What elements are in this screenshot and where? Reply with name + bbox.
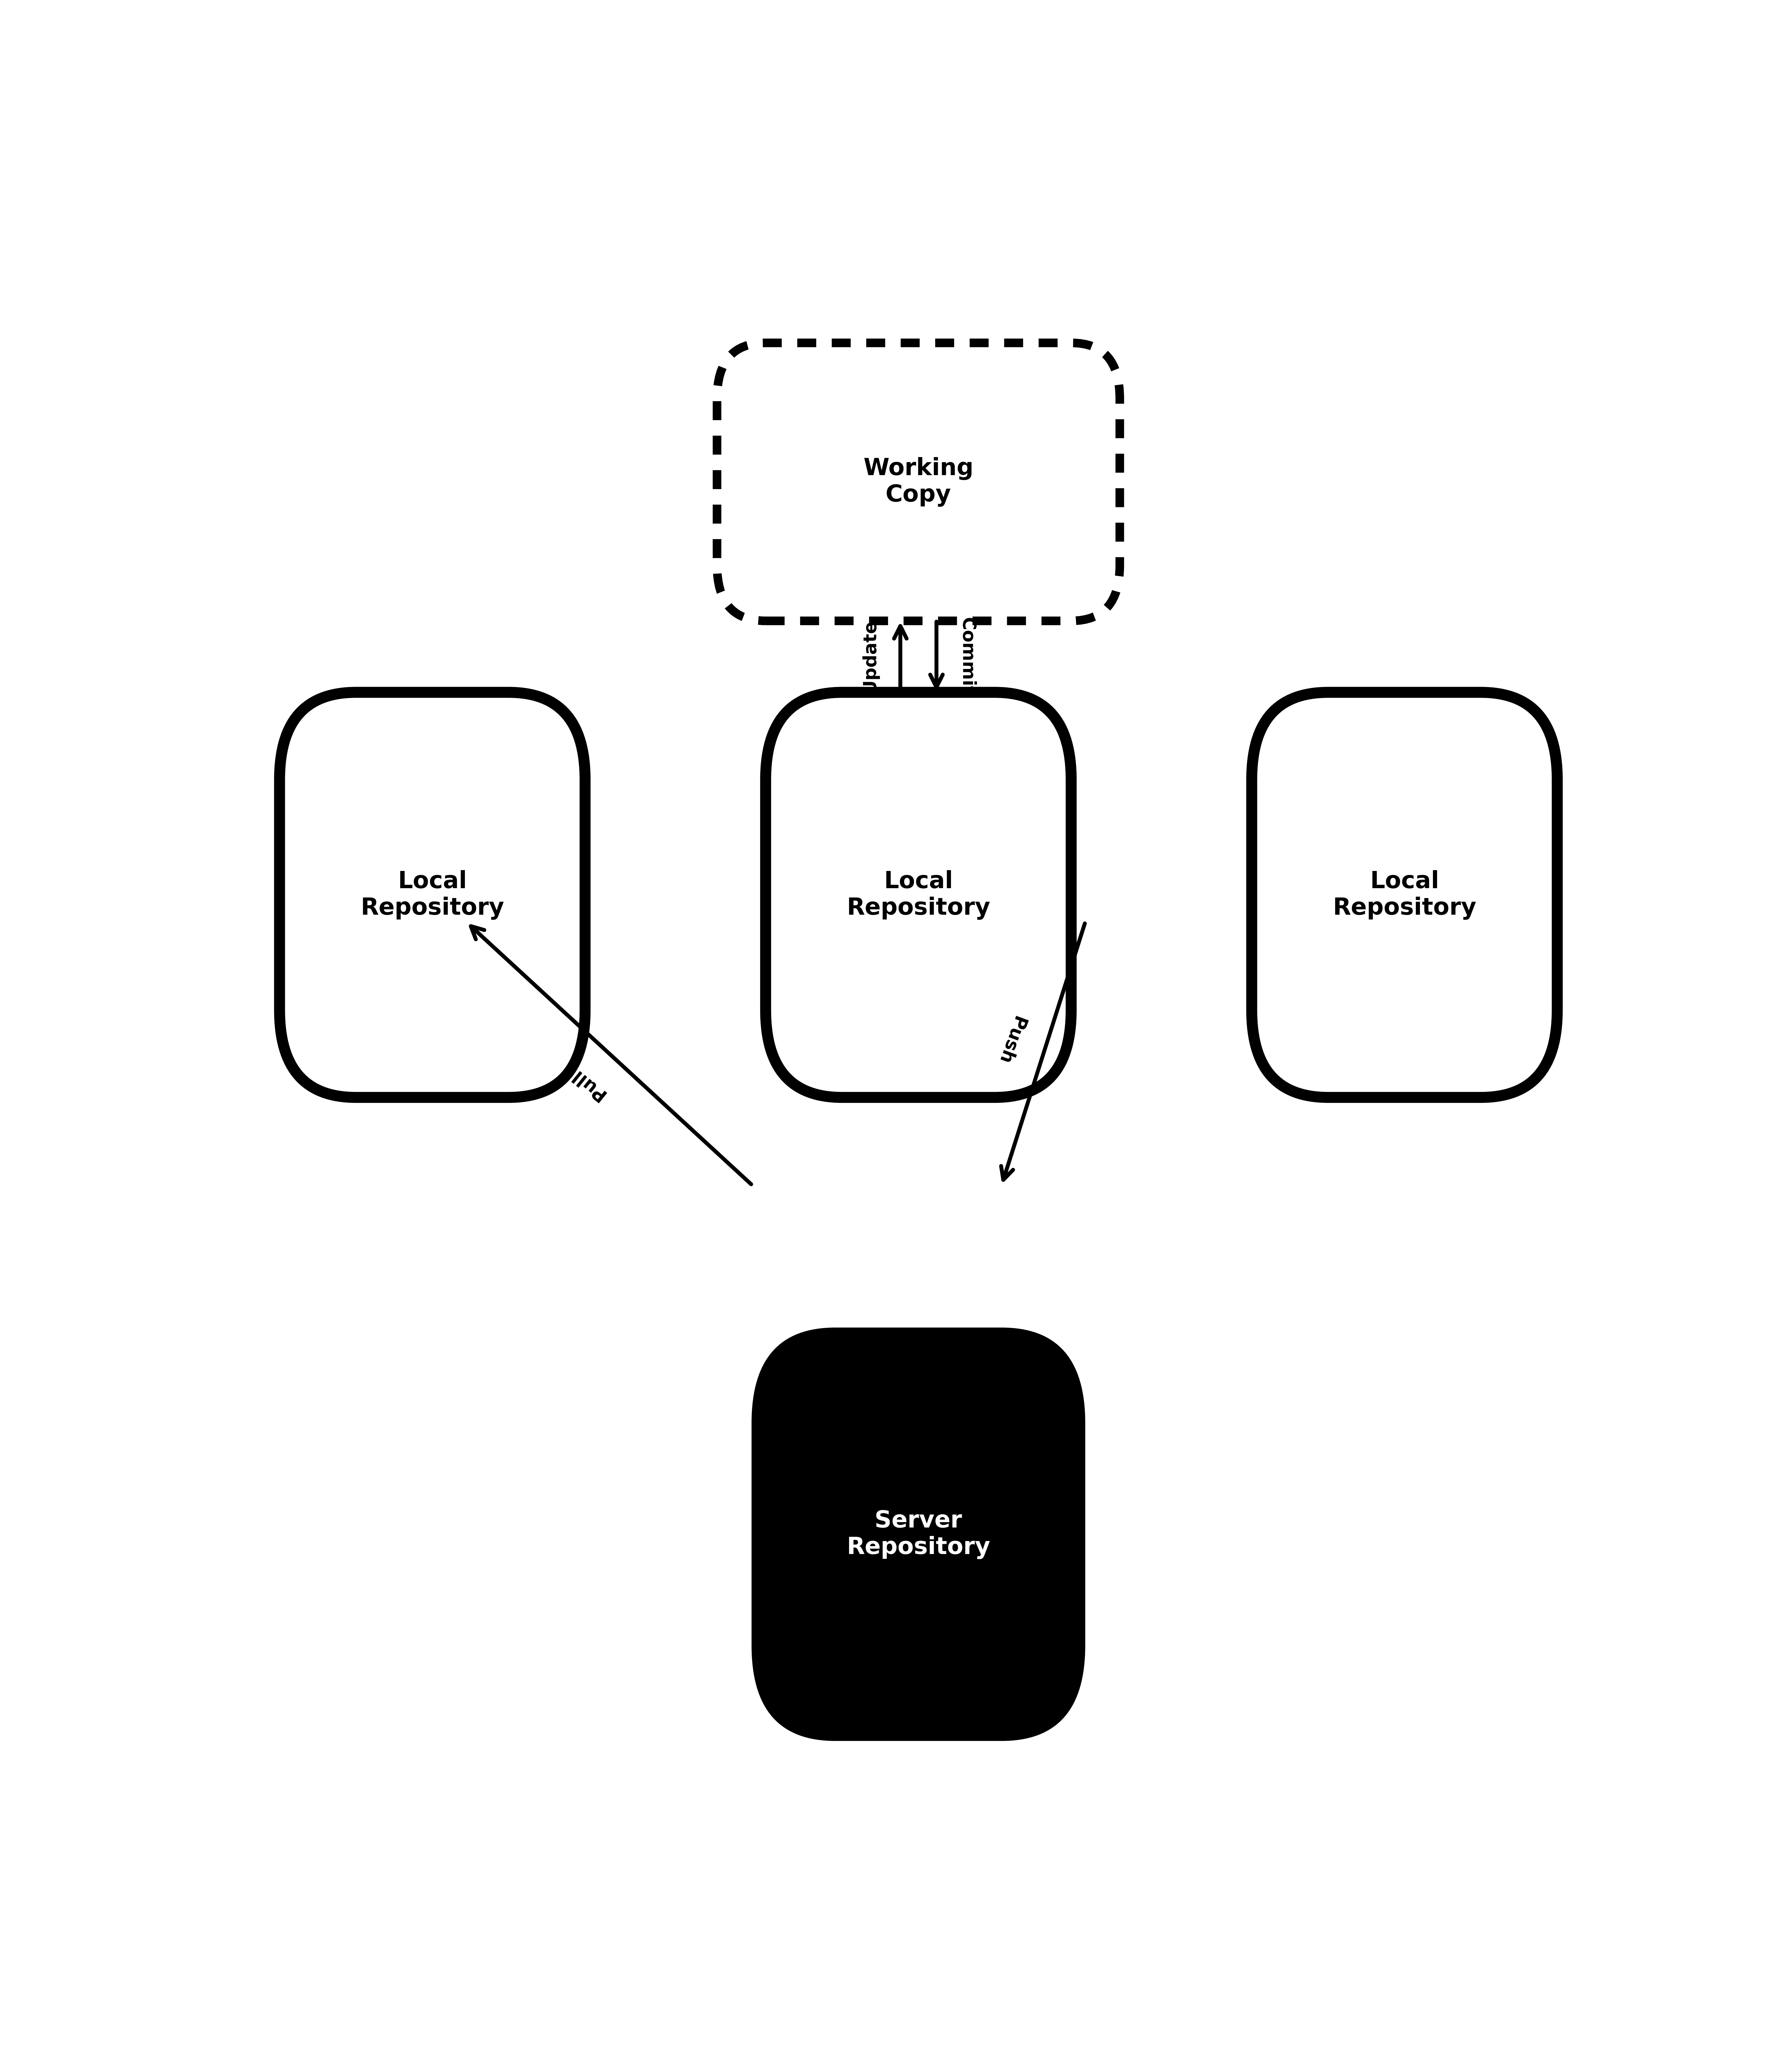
Text: Update: Update xyxy=(860,619,878,693)
Text: Pull: Pull xyxy=(568,1067,607,1104)
FancyBboxPatch shape xyxy=(1251,693,1557,1098)
Text: Push: Push xyxy=(995,1013,1027,1067)
FancyBboxPatch shape xyxy=(280,693,584,1098)
Text: Commit: Commit xyxy=(959,617,977,695)
FancyBboxPatch shape xyxy=(765,693,1072,1098)
FancyBboxPatch shape xyxy=(717,342,1120,621)
Text: Local
Repository: Local Repository xyxy=(360,871,504,920)
Text: Local
Repository: Local Repository xyxy=(846,871,991,920)
Text: Working
Copy: Working Copy xyxy=(864,458,973,507)
FancyBboxPatch shape xyxy=(751,1329,1084,1741)
Text: Local
Repository: Local Repository xyxy=(1333,871,1477,920)
Text: Server
Repository: Server Repository xyxy=(846,1510,991,1560)
